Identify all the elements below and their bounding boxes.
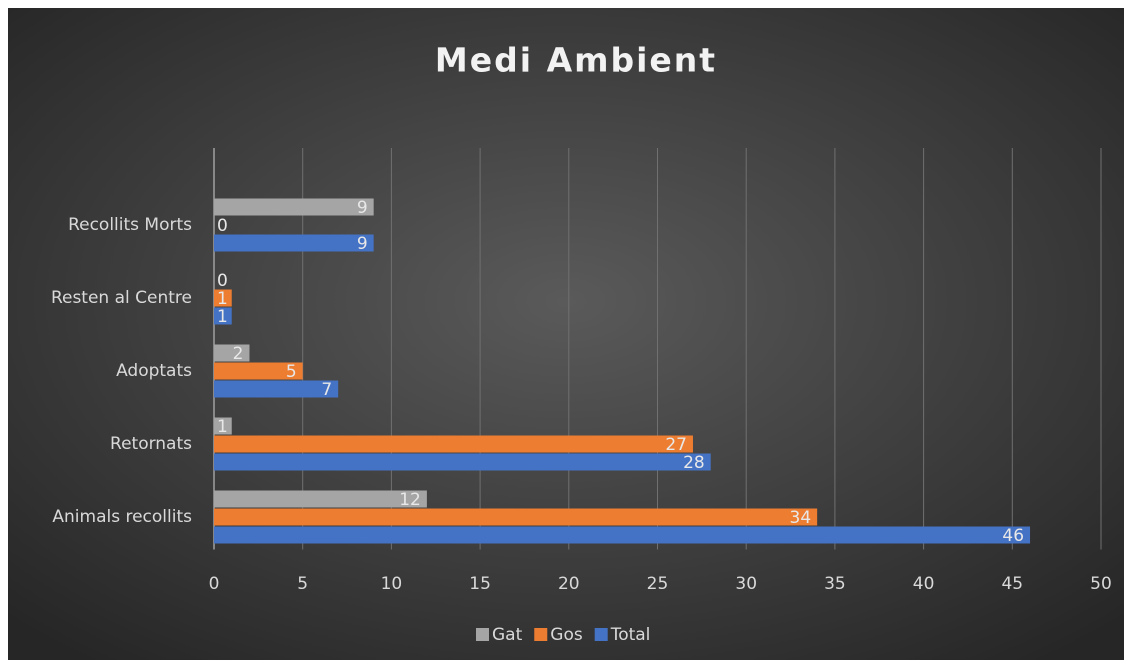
data-label: 2 [233,344,244,364]
x-tick-label: 25 [647,574,669,594]
bar [214,198,374,216]
data-label: 5 [286,362,297,382]
bar [214,307,232,325]
data-label: 28 [683,453,705,473]
bar [214,289,232,307]
data-label: 7 [321,380,332,400]
data-label: 9 [357,234,368,254]
x-tick-label: 10 [381,574,403,594]
x-tick-label: 40 [913,574,935,594]
x-tick-label: 15 [469,574,491,594]
bar [214,417,232,435]
x-tick-label: 35 [824,574,846,594]
data-label: 9 [357,198,368,218]
y-tick-label: Retornats [110,434,192,454]
bar [214,435,693,453]
bar [214,344,250,362]
legend-swatch [534,628,548,641]
x-tick-label: 20 [558,574,580,594]
x-tick-label: 45 [1001,574,1023,594]
bar [214,380,339,398]
legend-swatch [476,628,489,641]
data-label: 46 [1002,526,1024,546]
data-label: 12 [399,490,421,510]
bar [214,526,1031,544]
y-tick-label: Resten al Centre [51,288,192,308]
x-tick-label: 30 [735,574,757,594]
x-tick-label: 50 [1090,574,1112,594]
bar [214,508,818,526]
legend-swatch [594,628,608,641]
data-label: 0 [217,271,228,291]
bar [214,453,711,471]
data-label: 1 [217,289,228,309]
bar [214,234,374,252]
chart-title: Medi Ambient [435,41,717,80]
bar [214,362,303,380]
data-label: 34 [790,508,812,528]
y-tick-label: Animals recollits [52,507,192,527]
data-label: 27 [665,435,687,455]
x-tick-label: 5 [297,574,308,594]
y-tick-label: Adoptats [116,361,192,381]
chart-background [8,8,1124,660]
legend-label: Gos [550,625,583,645]
legend-label: Gat [492,625,523,645]
y-tick-label: Recollits Morts [68,215,192,235]
bar [214,490,427,508]
data-label: 1 [217,417,228,437]
data-label: 0 [217,216,228,236]
data-label: 1 [217,307,228,327]
legend-label: Total [610,625,651,645]
x-tick-label: 0 [209,574,220,594]
